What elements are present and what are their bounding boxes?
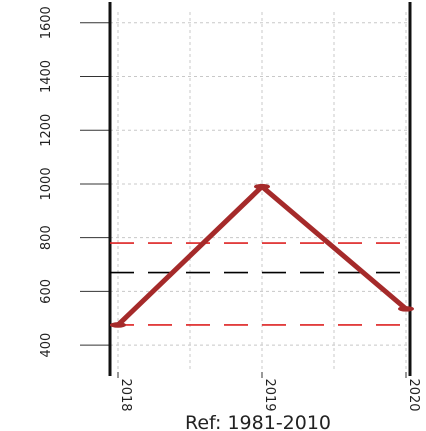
reference-lines xyxy=(110,242,410,326)
axis-labels: 400 600 800 1000 1200 1400 1600 2018 2019 2020 xyxy=(39,6,421,411)
y-tick-label: 600 xyxy=(39,279,54,304)
x-tick-label: 2019 xyxy=(262,378,277,411)
y-tick-label: 1400 xyxy=(39,60,54,93)
y-tick-label: 1000 xyxy=(39,167,54,200)
data-series xyxy=(110,183,414,328)
x-tick-label: 2020 xyxy=(406,378,421,411)
x-tick-label: 2018 xyxy=(118,378,133,411)
axes xyxy=(80,2,412,378)
grid xyxy=(110,12,410,372)
y-tick-label: 1200 xyxy=(39,114,54,147)
data-point xyxy=(398,306,414,312)
y-tick-label: 800 xyxy=(39,225,54,250)
x-axis-title: Ref: 1981-2010 xyxy=(185,412,331,431)
data-point xyxy=(110,322,126,328)
data-point xyxy=(254,183,270,190)
y-tick-label: 400 xyxy=(39,333,54,358)
series-line xyxy=(115,184,409,328)
y-tick-label: 1600 xyxy=(39,6,54,39)
